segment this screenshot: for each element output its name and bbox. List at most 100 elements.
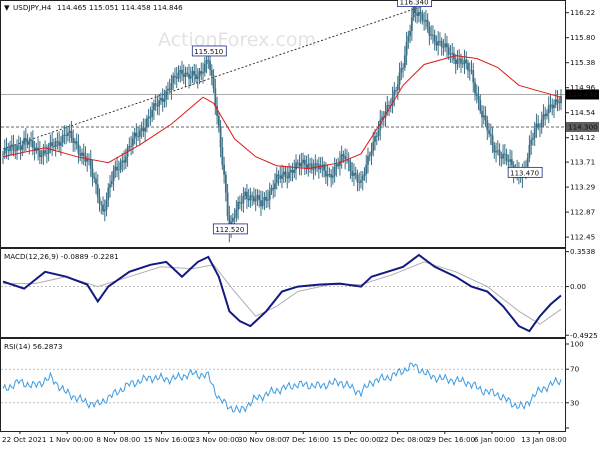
candle-body <box>140 128 143 131</box>
price-tick-label: 113.71 <box>570 158 595 167</box>
candle-body <box>179 69 182 73</box>
time-tick-label: 6 Jan 00:00 <box>474 435 515 444</box>
macd-signal-line <box>3 261 562 325</box>
candle-body <box>430 34 433 36</box>
price-tick-label: 116.22 <box>570 8 595 17</box>
candle-body <box>347 159 350 162</box>
candle-body <box>546 113 548 117</box>
candle-body <box>16 145 18 151</box>
candle-body <box>21 144 24 150</box>
candle-body <box>428 26 431 36</box>
candle-body <box>432 34 434 36</box>
candle-body <box>51 142 54 147</box>
candle-body <box>160 97 162 101</box>
candle-body <box>168 88 171 90</box>
level-price-tag-bg <box>566 121 599 132</box>
candle-body <box>26 141 29 145</box>
candle-body <box>212 75 215 89</box>
candle-body <box>446 43 448 48</box>
candle-body <box>312 169 315 171</box>
time-tick-label: 15 Dec 00:00 <box>332 435 381 444</box>
candle-body <box>556 99 559 102</box>
candle-body <box>198 71 201 77</box>
candle-body <box>24 138 27 142</box>
candle-body <box>116 166 118 171</box>
candle-body <box>209 60 211 70</box>
candle-body <box>288 172 290 179</box>
price-tick-label: 112.45 <box>570 233 595 242</box>
candle-body <box>337 164 340 166</box>
candle-body <box>439 40 441 42</box>
price-panel-border <box>0 0 566 248</box>
candle-body <box>365 164 368 175</box>
candle-body <box>210 69 213 76</box>
dropdown-arrow-icon[interactable]: ▼ <box>4 3 10 12</box>
candle-body <box>123 160 125 163</box>
rsi-axis: 100 70 30 <box>565 340 584 429</box>
candle-body <box>509 159 512 162</box>
rsi-tick-label: 30 <box>570 398 580 407</box>
candle-body <box>272 187 275 190</box>
candle-body <box>549 104 552 106</box>
candle-body <box>63 134 66 136</box>
macd-label: MACD(12,26,9) -0.0889 -0.2281 <box>4 252 119 261</box>
candle-body <box>246 191 248 199</box>
candle-body <box>542 114 545 120</box>
candle-body <box>284 171 287 177</box>
time-tick-label: 15 Nov 16:00 <box>144 435 193 444</box>
candle-body <box>10 144 13 146</box>
candle-body <box>223 164 225 175</box>
candle-body <box>526 157 529 167</box>
candle-body <box>275 174 278 184</box>
candle-body <box>268 191 271 200</box>
price-tick-label: 114.54 <box>570 108 596 117</box>
candle-body <box>467 62 469 71</box>
candle-body <box>279 175 282 179</box>
price-tick-label: 115.38 <box>570 58 596 67</box>
time-tick-label: 13 Jan 08:00 <box>521 435 567 444</box>
candle-body <box>528 144 531 158</box>
candle-body <box>458 58 461 60</box>
candle-body <box>137 136 140 137</box>
candle-body <box>493 145 496 153</box>
candle-body <box>484 115 487 121</box>
candle-body <box>91 168 94 178</box>
current-price-tag-text: 114.846 <box>568 90 598 99</box>
candle-body <box>444 43 447 47</box>
candle-body <box>124 156 127 163</box>
candle-body <box>110 181 113 185</box>
candle-body <box>335 164 338 167</box>
candle-body <box>131 138 134 146</box>
candle-body <box>81 152 83 156</box>
candle-body <box>2 153 4 155</box>
candle-body <box>224 174 227 193</box>
time-tick-label: 23 Nov 00:00 <box>191 435 240 444</box>
candle-body <box>267 199 269 201</box>
candle-body <box>202 72 204 74</box>
macd-axis: 0.3538 0.00 -0.4925 <box>565 247 598 340</box>
candle-body <box>205 60 208 64</box>
candle-body <box>42 150 45 156</box>
candle-body <box>554 99 557 105</box>
candle-body <box>472 70 475 83</box>
candle-body <box>98 196 101 204</box>
candle-body <box>349 161 352 172</box>
candle-body <box>361 175 364 181</box>
candle-body <box>103 209 106 212</box>
candle-body <box>149 116 152 118</box>
candle-body <box>256 195 259 199</box>
candle-body <box>309 163 311 165</box>
candle-body <box>28 140 31 145</box>
price-tick-label: 112.87 <box>570 208 595 217</box>
candle-body <box>244 191 247 196</box>
candle-body <box>496 150 499 152</box>
time-tick-label: 22 Oct 2021 <box>2 435 46 444</box>
candle-body <box>495 151 497 153</box>
candle-body <box>282 171 285 175</box>
candle-body <box>386 105 389 112</box>
candle-body <box>553 104 555 109</box>
candle-body <box>193 70 196 75</box>
candle-body <box>263 197 266 201</box>
candle-body <box>117 169 120 171</box>
candle-body <box>370 150 373 155</box>
